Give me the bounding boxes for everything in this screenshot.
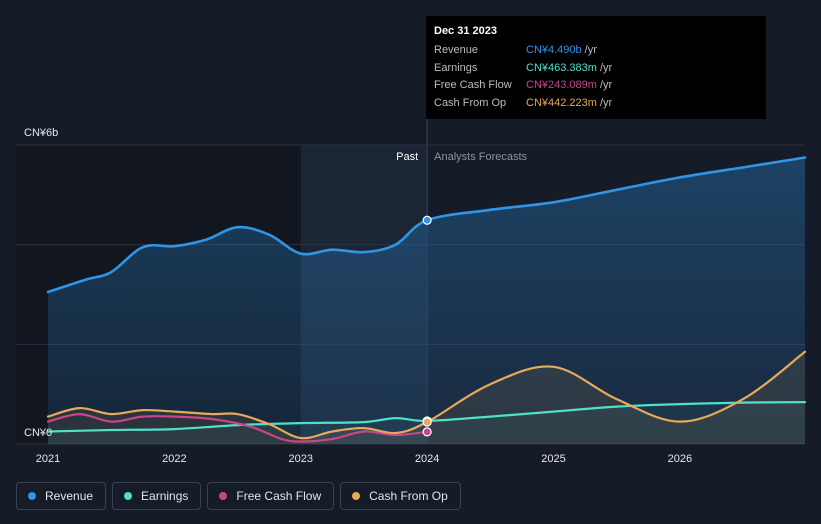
- tooltip-unit: /yr: [599, 61, 613, 74]
- y-axis-bottom-label: CN¥0: [24, 427, 52, 439]
- tooltip-label: Cash From Op: [434, 96, 507, 109]
- legend: Revenue Earnings Free Cash Flow Cash Fro…: [16, 482, 461, 512]
- tooltip-row-free-cash-flow: Free Cash Flow CN¥243.089m/yr: [434, 77, 758, 95]
- free-cash-flow-line: [46, 412, 429, 443]
- legend-dot-icon: [352, 492, 361, 500]
- legend-dot-icon: [124, 492, 133, 500]
- legend-label: Revenue: [45, 489, 94, 503]
- legend-item-earnings[interactable]: Earnings: [112, 482, 202, 510]
- x-tick-label: 2023: [289, 453, 313, 465]
- x-tick-label: 2021: [36, 453, 60, 465]
- tooltip-unit: /yr: [599, 79, 613, 91]
- tooltip-date: Dec 31 2023: [434, 25, 497, 37]
- legend-dot-icon: [219, 492, 228, 500]
- cash-from-op-area: [48, 351, 805, 444]
- revenue-marker[interactable]: [422, 215, 432, 225]
- tooltip-value: CN¥4.490b: [526, 44, 582, 56]
- cash-from-op-line: [46, 350, 807, 440]
- tooltip-label: Earnings: [434, 61, 478, 74]
- tooltip-row-cash-from-op: Cash From Op CN¥442.223m/yr: [434, 95, 758, 113]
- tooltip-unit: /yr: [599, 96, 613, 109]
- tooltip-row-revenue: Revenue CN¥4.490b/yr: [434, 42, 758, 60]
- past-label: Past: [396, 151, 418, 163]
- tooltip-value: CN¥442.223m: [526, 96, 597, 109]
- tooltip: Dec 31 2023 Revenue CN¥4.490b/yr Earnings…: [426, 16, 766, 119]
- revenue-line: [46, 156, 807, 294]
- legend-item-revenue[interactable]: Revenue: [16, 482, 107, 510]
- tooltip-label: Free Cash Flow: [434, 79, 512, 91]
- legend-label: Cash From Op: [369, 489, 448, 503]
- legend-dot-icon: [28, 492, 36, 500]
- legend-label: Earnings: [141, 489, 189, 503]
- x-tick-label: 2025: [541, 453, 565, 465]
- tooltip-unit: /yr: [584, 44, 597, 56]
- x-tick-label: 2026: [668, 453, 692, 465]
- tooltip-row-earnings: Earnings CN¥463.383m/yr: [434, 60, 758, 78]
- legend-item-free-cash-flow[interactable]: Free Cash Flow: [207, 482, 335, 510]
- cash-from-op-marker[interactable]: [422, 417, 432, 427]
- tooltip-label: Revenue: [434, 44, 479, 56]
- tooltip-value: CN¥463.383m: [526, 61, 597, 74]
- earnings-line: [46, 401, 807, 433]
- tooltip-value: CN¥243.089m: [526, 79, 597, 91]
- x-tick-label: 2024: [415, 453, 439, 465]
- free-cash-flow-marker[interactable]: [422, 427, 432, 437]
- revenue-area: [48, 157, 805, 444]
- legend-label: Free Cash Flow: [236, 489, 322, 503]
- y-axis-top-label: CN¥6b: [24, 127, 58, 139]
- forecast-label: Analysts Forecasts: [434, 151, 527, 163]
- legend-item-cash-from-op[interactable]: Cash From Op: [340, 482, 461, 510]
- x-tick-label: 2022: [162, 453, 186, 465]
